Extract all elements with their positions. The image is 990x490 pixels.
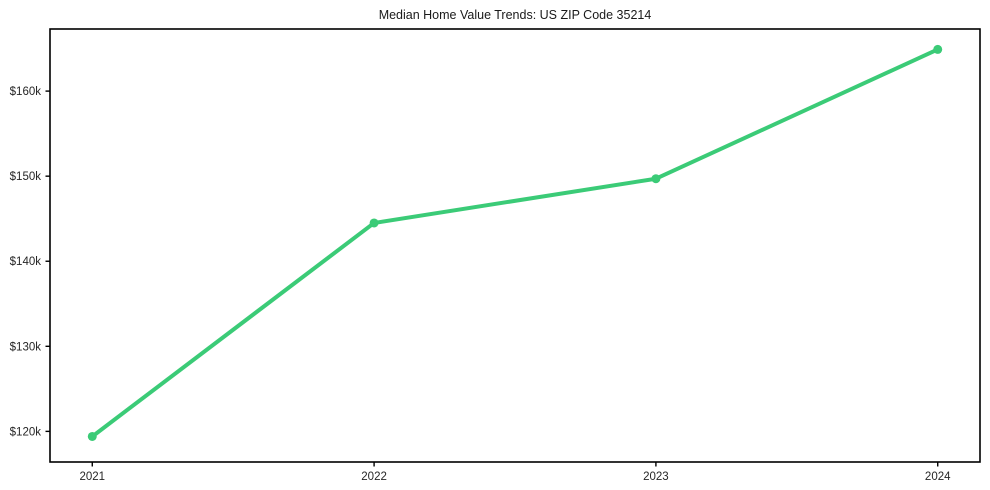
- data-point: [933, 44, 943, 54]
- x-axis-tick-label: 2021: [79, 471, 105, 483]
- line-series: [90, 47, 940, 439]
- x-axis-tick-label: 2023: [643, 471, 669, 483]
- y-axis-tick-label: $150k: [10, 171, 42, 183]
- data-point: [87, 431, 97, 441]
- chart-title: Median Home Value Trends: US ZIP Code 35…: [379, 8, 652, 22]
- data-point: [369, 218, 379, 228]
- y-axis-tick-label: $140k: [10, 256, 42, 268]
- y-axis-tick-label: $120k: [10, 426, 42, 438]
- y-axis-tick-label: $160k: [10, 86, 42, 98]
- axes-frame: [49, 28, 981, 463]
- x-axis-tick-label: 2024: [925, 471, 951, 483]
- data-point: [651, 174, 661, 184]
- x-axis-tick-label: 2022: [361, 471, 387, 483]
- y-axis-tick-label: $130k: [10, 341, 42, 353]
- plot-area: $120k $130k $140k $150k $160k 2021 2022 2023 202…: [10, 28, 981, 483]
